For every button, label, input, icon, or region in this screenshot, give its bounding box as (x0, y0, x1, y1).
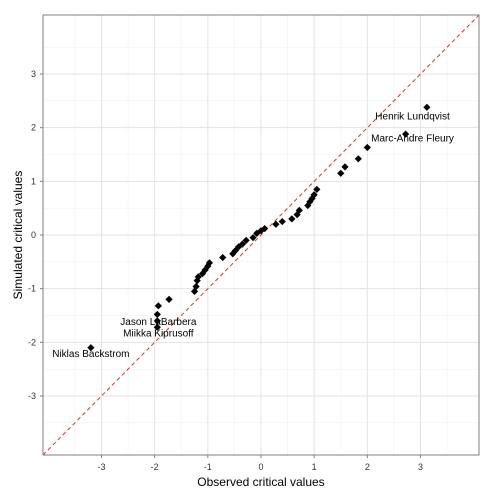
data-point (363, 143, 371, 152)
y-tick-label: 2 (31, 123, 36, 133)
data-point (337, 169, 345, 177)
data-point (205, 259, 214, 267)
major-gridlines (43, 15, 479, 455)
y-tick-label: 0 (31, 230, 36, 240)
x-tick-label: 1 (312, 462, 317, 472)
data-point (402, 130, 410, 138)
y-axis-title: Simulated critical values (11, 171, 25, 300)
data-point (423, 103, 431, 111)
point-label: Jason LaBarbera (120, 317, 197, 328)
point-label: Henrik Lundqvist (375, 112, 450, 123)
data-point (288, 215, 296, 223)
data-point (261, 224, 269, 233)
y-tick-label: -3 (28, 391, 36, 401)
data-point (190, 287, 199, 295)
data-point (87, 344, 95, 352)
x-tick-label: -3 (97, 462, 105, 472)
x-axis-ticks: -3 -2 -1 0 1 2 3 (97, 455, 423, 472)
data-point (304, 201, 312, 210)
data-point (153, 310, 161, 319)
x-tick-label: -1 (204, 462, 212, 472)
x-tick-label: -2 (151, 462, 159, 472)
data-point (354, 155, 362, 163)
data-point (341, 163, 349, 171)
data-point (194, 273, 202, 281)
y-axis-ticks: -3 -2 -1 0 1 2 3 (28, 69, 43, 401)
data-point (272, 220, 280, 228)
point-label: Marc-Andre Fleury (371, 134, 454, 145)
data-point (249, 234, 257, 242)
data-point (192, 282, 200, 291)
y-tick-label: 3 (31, 69, 36, 79)
data-point (154, 302, 162, 310)
data-point (293, 211, 301, 219)
data-point (219, 253, 227, 262)
data-point (153, 323, 161, 331)
point-label: Miikka Kiprusoff (123, 328, 194, 339)
data-point (310, 191, 318, 199)
data-point (278, 217, 286, 226)
data-point (242, 236, 250, 244)
data-point (295, 206, 303, 214)
x-axis-title: Observed critical values (197, 475, 324, 489)
data-point (238, 240, 246, 248)
point-labels: Henrik Lundqvist Marc-Andre Fleury Jason L… (52, 112, 454, 360)
y-tick-label: 1 (31, 176, 36, 186)
data-point (313, 185, 321, 193)
point-label: Niklas Backstrom (52, 349, 129, 360)
data-point (253, 229, 261, 237)
y-tick-label: -1 (28, 284, 36, 294)
x-tick-label: 3 (418, 462, 423, 472)
x-tick-label: 2 (365, 462, 370, 472)
x-tick-label: 0 (258, 462, 263, 472)
identity-reference-line (42, 14, 480, 456)
data-point (165, 295, 173, 303)
y-tick-label: -2 (28, 337, 36, 347)
data-point (153, 317, 161, 325)
data-points (87, 103, 431, 352)
